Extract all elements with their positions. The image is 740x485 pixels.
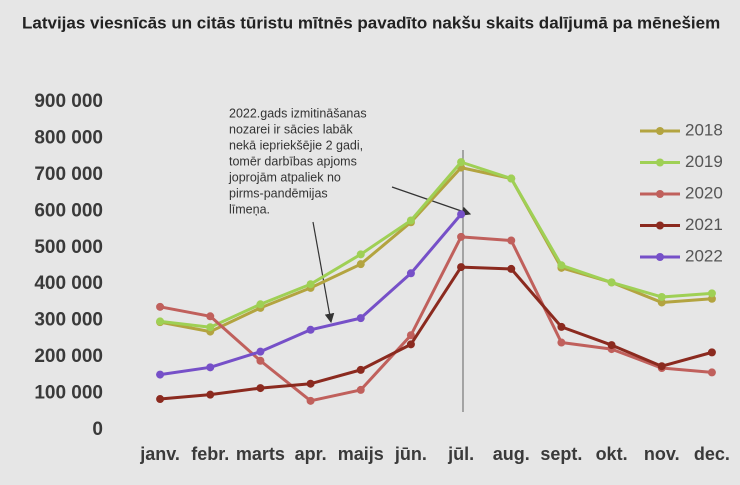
- series-line: [159, 235, 713, 403]
- y-tick-label: 500 000: [34, 237, 103, 258]
- x-tick-label: jūn.: [394, 444, 427, 464]
- x-tick-label: nov.: [644, 444, 680, 464]
- point: [206, 390, 215, 399]
- legend-marker: [656, 253, 664, 261]
- point: [206, 323, 215, 332]
- point: [406, 216, 415, 225]
- point: [306, 325, 315, 334]
- point: [356, 314, 365, 323]
- annotation-line: 2022.gads izmitināšanas: [229, 106, 367, 120]
- y-tick-label: 800 000: [34, 127, 103, 148]
- point: [256, 384, 265, 393]
- point: [256, 356, 265, 365]
- point: [406, 340, 415, 349]
- annotation-line: nozarei ir sācies labāk: [229, 122, 353, 136]
- point: [406, 331, 415, 340]
- point: [156, 370, 165, 379]
- point: [156, 302, 165, 311]
- point: [707, 294, 716, 303]
- point: [457, 263, 466, 272]
- point: [507, 236, 516, 245]
- point: [306, 280, 315, 289]
- y-tick-label: 300 000: [34, 310, 103, 331]
- point: [356, 385, 365, 394]
- point: [607, 341, 616, 350]
- point: [356, 250, 365, 259]
- point: [707, 368, 716, 377]
- legend-label: 2018: [685, 120, 723, 139]
- y-tick-label: 600 000: [34, 200, 103, 221]
- point: [657, 362, 666, 371]
- series-line: [159, 160, 713, 329]
- y-tick-label: 0: [92, 419, 103, 440]
- x-tick-label: marts: [236, 444, 285, 464]
- legend-label: 2020: [685, 183, 723, 202]
- legend-marker: [656, 221, 664, 230]
- point: [657, 298, 666, 307]
- legend-label: 2021: [685, 215, 723, 234]
- point: [507, 264, 516, 273]
- annotation: 2022.gads izmitināšanas nozarei ir sācies…: [228, 106, 367, 216]
- y-tick-label: 100 000: [34, 383, 103, 404]
- point: [306, 396, 315, 405]
- y-tick-label: 900 000: [34, 91, 103, 112]
- x-tick-label: febr.: [191, 444, 229, 464]
- point: [406, 269, 415, 278]
- point: [156, 395, 165, 404]
- point: [557, 261, 566, 270]
- series-line: [159, 213, 463, 377]
- y-tick-label: 400 000: [34, 273, 103, 294]
- x-tick-label: maijs: [338, 444, 384, 464]
- annotation-line: pirms-pandēmijas: [229, 186, 328, 200]
- series-line: [159, 265, 713, 401]
- point: [356, 260, 365, 269]
- point: [206, 312, 215, 321]
- y-tick-label: 200 000: [34, 346, 103, 367]
- annotation-arrow: [312, 221, 335, 324]
- x-tick-label: janv.: [139, 444, 180, 464]
- annotation-line: līmeņa.: [229, 202, 270, 216]
- point: [507, 174, 516, 183]
- point: [657, 292, 666, 301]
- x-tick-label: apr.: [295, 444, 327, 464]
- annotation-line: nekā iepriekšējie 2 gadi,: [229, 138, 363, 152]
- x-tick-label: jūl.: [447, 444, 474, 464]
- x-tick-label: dec.: [694, 444, 730, 464]
- point: [156, 317, 165, 326]
- point: [557, 338, 566, 347]
- chart-title: Latvijas viesnīcās un citās tūristu mītn…: [22, 13, 720, 32]
- point: [256, 300, 265, 309]
- annotation-line: tomēr darbības apjoms: [229, 154, 357, 168]
- point: [707, 289, 716, 298]
- x-tick-label: okt.: [596, 444, 628, 464]
- legend-label: 2019: [685, 152, 723, 171]
- point: [457, 158, 466, 167]
- legend-marker: [656, 127, 664, 135]
- point: [557, 322, 566, 331]
- point: [256, 347, 265, 356]
- legend-label: 2022: [685, 246, 723, 265]
- point: [356, 365, 365, 374]
- point: [457, 232, 466, 241]
- point: [457, 210, 466, 219]
- point: [306, 379, 315, 388]
- x-tick-label: aug.: [493, 444, 530, 464]
- legend-marker: [656, 158, 664, 167]
- point: [206, 363, 215, 372]
- point: [607, 278, 616, 287]
- legend-marker: [656, 190, 664, 198]
- x-tick-label: sept.: [540, 444, 582, 464]
- annotation-line: joprojām atpaliek no: [228, 170, 341, 184]
- y-tick-label: 700 000: [34, 164, 103, 185]
- point: [707, 348, 716, 357]
